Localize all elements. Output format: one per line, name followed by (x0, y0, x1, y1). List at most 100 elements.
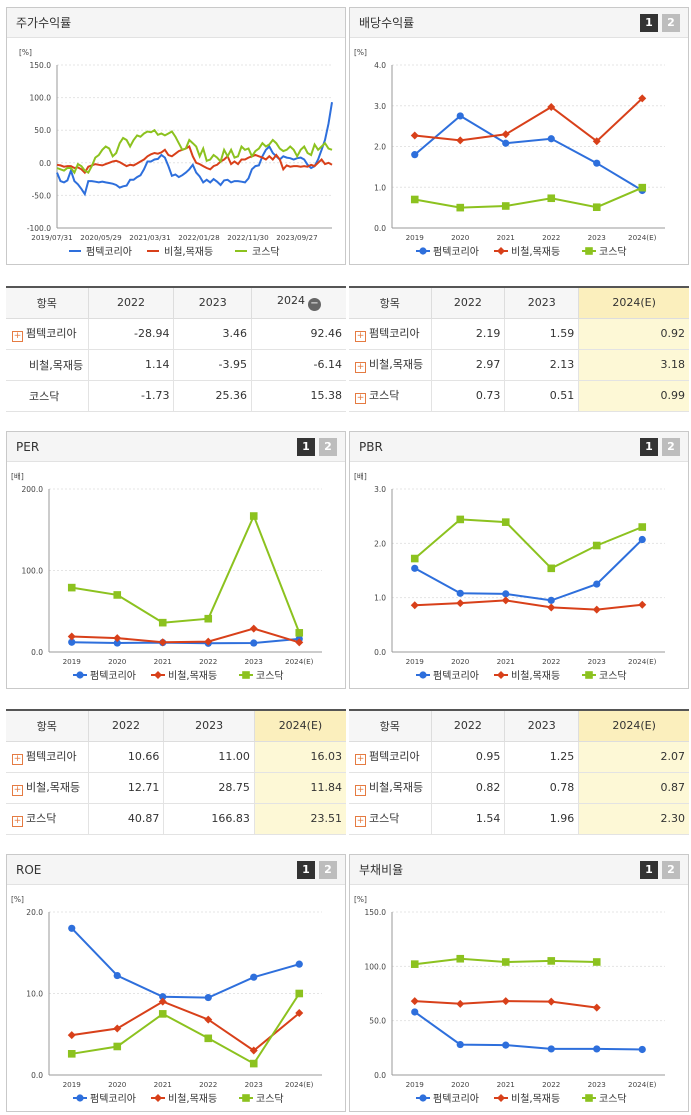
table-row: + 비철,목재등 0.82 0.78 0.87 (349, 772, 689, 804)
header-item: 항목 (349, 710, 431, 742)
expand-icon[interactable]: + (12, 785, 23, 796)
data-point (585, 247, 593, 255)
data-point (249, 1059, 258, 1068)
chart-svg: [%] 150.0 100.0 50.0 0.0 2019 2020 2021 2022 2023… (354, 895, 665, 1105)
data-point (456, 599, 465, 608)
unit-label: [배] (11, 472, 24, 481)
x-tick-label: 2019 (406, 1080, 425, 1089)
x-tick-label: 2024(E) (628, 657, 657, 666)
y-tick-label: 100.0 (365, 962, 387, 971)
data-point (113, 591, 122, 599)
data-point (204, 637, 213, 646)
data-point (250, 639, 258, 647)
data-point (547, 1045, 555, 1053)
series-line (71, 992, 301, 1065)
cell: 25.36 (173, 380, 252, 412)
data-point (547, 997, 556, 1006)
series-line (71, 927, 300, 999)
expand-icon[interactable]: + (12, 754, 23, 765)
x-tick-label: 2019 (406, 657, 425, 666)
legend-label: 비철,목재등 (511, 670, 560, 682)
data-point (295, 989, 304, 998)
data-point (547, 564, 556, 573)
row-label-text: 코스닥 (26, 812, 57, 825)
expand-icon[interactable]: + (355, 362, 366, 373)
data-point (411, 1008, 419, 1016)
tab-1[interactable]: 1 (297, 861, 315, 879)
cell: 1.54 (430, 803, 505, 835)
cell: 16.03 (253, 741, 346, 773)
row-label-text: 코스닥 (29, 389, 60, 403)
x-tick-label: 2022/01/28 (178, 233, 220, 242)
table-row: + 비철,목재등 12.71 28.75 11.84 (6, 772, 346, 804)
header-2024e: 2024(E) (578, 710, 689, 742)
x-tick-label: 2021 (497, 1080, 515, 1089)
cell: 0.87 (578, 772, 689, 804)
data-point (67, 632, 76, 641)
cell: 2.07 (578, 741, 689, 773)
header-2023: 2023 (163, 710, 255, 742)
x-tick-label: 2024(E) (628, 233, 657, 242)
collapse-icon[interactable]: − (307, 298, 321, 312)
header-2024-label: 2024 (276, 294, 305, 308)
header-item: 항목 (349, 287, 431, 319)
expand-icon[interactable]: + (355, 331, 366, 342)
table-row: + 펌텍코리아 2.19 1.59 0.92 (349, 318, 689, 350)
y-tick-label: 2.0 (374, 539, 386, 548)
expand-icon[interactable]: + (12, 816, 23, 827)
expand-icon[interactable]: + (355, 754, 366, 765)
tab-2[interactable]: 2 (319, 438, 337, 456)
data-point (456, 999, 465, 1008)
data-point (204, 1015, 213, 1024)
legend-label: 비철,목재등 (511, 1093, 560, 1105)
per-chart: [배] 200.0 100.0 0.0 2019 2020 2021 2022 2023 2024… (7, 462, 347, 688)
series-line (71, 627, 300, 644)
x-tick-label: 2022 (542, 233, 560, 242)
data-point (204, 993, 212, 1002)
expand-icon[interactable]: + (355, 816, 366, 827)
x-tick-label: 2021 (154, 1080, 172, 1089)
row-label: + 비철,목재등 (349, 772, 431, 804)
expand-icon[interactable]: + (355, 785, 366, 796)
data-point (593, 580, 601, 588)
cell: 1.96 (504, 803, 579, 835)
row-label: + 코스닥 (349, 803, 431, 835)
data-point (592, 541, 601, 550)
expand-icon[interactable]: + (355, 393, 366, 404)
tab-1[interactable]: 1 (297, 438, 315, 456)
tab-1[interactable]: 1 (640, 14, 658, 32)
tab-2[interactable]: 2 (662, 438, 680, 456)
x-tick-label: 2023 (588, 657, 606, 666)
chart-svg: [배] 200.0 100.0 0.0 2019 2020 2021 2022 2023 2024… (11, 472, 322, 682)
data-point (502, 139, 510, 147)
y-tick-label: 0.0 (374, 224, 386, 233)
data-point (411, 564, 419, 572)
expand-icon[interactable]: + (12, 331, 23, 342)
series-line (56, 102, 333, 197)
tab-2[interactable]: 2 (662, 861, 680, 879)
tab-2[interactable]: 2 (662, 14, 680, 32)
cell: 0.82 (430, 772, 505, 804)
data-point (295, 1009, 304, 1018)
series-line (56, 145, 333, 175)
tab-2[interactable]: 2 (319, 861, 337, 879)
y-tick-label: 0.0 (31, 648, 43, 657)
table-row: + 코스닥 1.54 1.96 2.30 (349, 803, 689, 835)
data-point (204, 614, 213, 623)
data-point (501, 596, 510, 605)
data-point (249, 1046, 258, 1055)
cell: 0.73 (430, 380, 505, 412)
panel-title: 배당수익률 (359, 16, 415, 30)
cell: 40.87 (87, 803, 164, 835)
tab-1[interactable]: 1 (640, 861, 658, 879)
cell: 11.00 (163, 741, 255, 773)
data-point (456, 1040, 464, 1049)
data-point (76, 671, 84, 679)
panel-title: PBR (359, 440, 383, 454)
table-header-row: 항목 2022 2023 2024(E) (6, 710, 346, 742)
cell: 2.13 (504, 349, 579, 381)
tab-1[interactable]: 1 (640, 438, 658, 456)
